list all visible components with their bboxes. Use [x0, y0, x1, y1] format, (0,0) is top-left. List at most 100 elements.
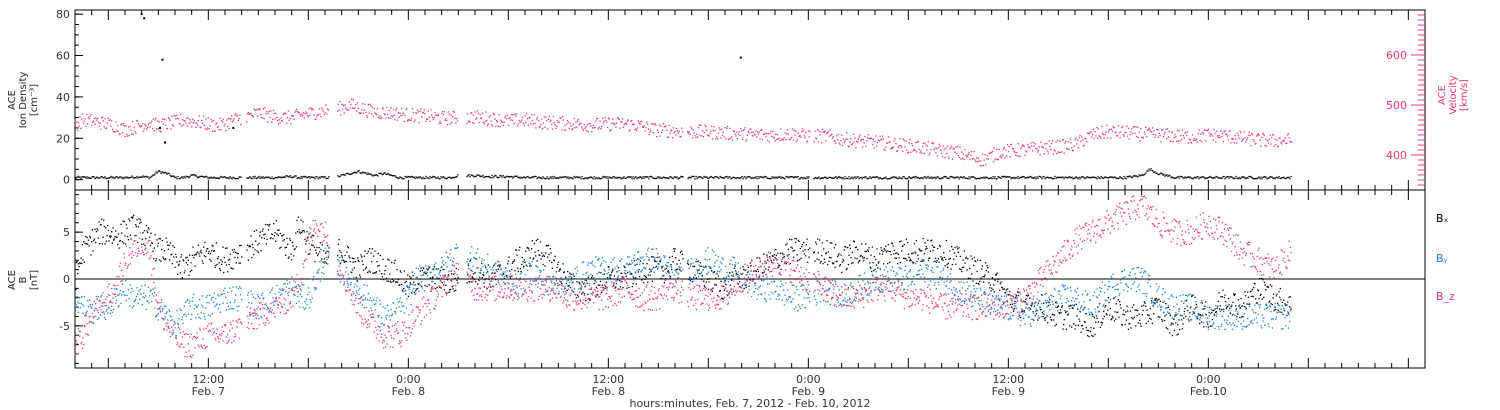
b-bx-point	[546, 245, 548, 247]
velocity-point	[1001, 154, 1004, 156]
b-bx-point	[1223, 308, 1225, 310]
density-point	[790, 176, 792, 178]
b-bx-point	[1226, 306, 1228, 308]
velocity-point	[171, 124, 174, 126]
velocity-point	[879, 135, 881, 138]
b-bx-point	[420, 267, 422, 269]
density-point	[175, 176, 177, 178]
b-bx-point	[517, 270, 520, 273]
b-bx-point	[771, 261, 773, 263]
density-point	[484, 176, 486, 178]
b-bx-point	[943, 256, 946, 259]
velocity-point	[272, 109, 275, 112]
velocity-point	[456, 118, 458, 120]
density-point	[1064, 176, 1066, 178]
b-bx-point	[454, 277, 456, 280]
b-bx-point	[261, 237, 263, 239]
b-bx-point	[750, 264, 752, 267]
density-point	[755, 176, 757, 178]
b-bx-point	[1023, 310, 1026, 312]
density-point	[257, 176, 259, 179]
b-bx-point	[418, 283, 420, 285]
density-point	[894, 176, 896, 179]
density-point	[881, 178, 883, 180]
density-point	[924, 175, 926, 178]
b-by-point	[102, 305, 104, 308]
b-bx-point	[937, 247, 939, 250]
velocity-point	[1211, 135, 1214, 137]
density-point	[516, 175, 518, 177]
b-bx-point	[290, 253, 292, 255]
velocity-point	[1280, 141, 1282, 144]
b-bx-point	[965, 257, 967, 259]
b-bx-point	[605, 281, 608, 284]
density-point	[98, 177, 100, 179]
b-bx-point	[541, 255, 544, 257]
density-point	[620, 178, 622, 180]
density-point	[1171, 176, 1173, 178]
b-bx-point	[1145, 322, 1148, 324]
b-bx-point	[1057, 306, 1059, 308]
b-bx-point	[1014, 300, 1016, 302]
b-bx-point	[844, 245, 846, 248]
density-point	[234, 177, 236, 180]
b-bx-point	[901, 245, 904, 247]
density-point	[558, 177, 560, 179]
density-point	[654, 177, 656, 180]
density-point	[1173, 177, 1175, 179]
velocity-point	[1239, 130, 1241, 132]
velocity-point	[503, 121, 505, 123]
b-bx-point	[397, 278, 400, 281]
b-bx-point	[504, 283, 506, 285]
density-point	[208, 176, 210, 179]
b-bx-point	[874, 268, 876, 270]
b-bx-point	[1208, 311, 1210, 314]
density-point	[656, 177, 658, 179]
density-point	[1062, 176, 1064, 178]
velocity-point	[786, 129, 789, 131]
b-bx-point	[358, 260, 360, 263]
b-bx-point	[1271, 303, 1274, 306]
velocity-point	[154, 119, 156, 121]
velocity-point	[863, 142, 865, 144]
b-bx-point	[651, 280, 654, 282]
velocity-point	[1176, 129, 1179, 132]
velocity-point	[351, 98, 353, 100]
b-bx-point	[84, 242, 86, 245]
b-bx-point	[900, 240, 902, 242]
density-point	[1090, 177, 1092, 179]
density-point	[822, 177, 824, 179]
velocity-point	[1210, 133, 1212, 135]
density-point	[496, 176, 498, 179]
velocity-point	[767, 133, 770, 135]
b-bx-point	[292, 245, 294, 247]
b-bx-point	[1105, 304, 1107, 307]
velocity-point	[1172, 140, 1175, 143]
velocity-point	[294, 111, 296, 113]
b-bx-point	[343, 260, 345, 262]
b-bx-point	[1220, 296, 1222, 298]
b-bx-point	[803, 253, 806, 255]
velocity-point	[378, 117, 380, 119]
velocity-point	[1059, 140, 1061, 142]
density-point	[506, 175, 508, 177]
density-point	[950, 175, 952, 178]
b-bx-point	[425, 272, 427, 275]
velocity-point	[226, 125, 229, 128]
b-bx-point	[699, 261, 702, 264]
velocity-point	[555, 127, 557, 130]
density-point	[762, 176, 764, 178]
velocity-point	[578, 124, 580, 126]
b-bx-point	[1147, 320, 1150, 322]
density-point	[1132, 175, 1134, 178]
velocity-point	[356, 110, 358, 112]
velocity-point	[316, 115, 318, 118]
b-bx-point	[979, 280, 981, 283]
b-bx-point	[159, 238, 162, 240]
b-bx-point	[90, 254, 92, 256]
velocity-point	[782, 139, 785, 141]
b-bx-point	[559, 269, 561, 271]
velocity-point	[1083, 144, 1085, 146]
b-bx-point	[1095, 315, 1098, 317]
velocity-point	[1121, 127, 1123, 129]
